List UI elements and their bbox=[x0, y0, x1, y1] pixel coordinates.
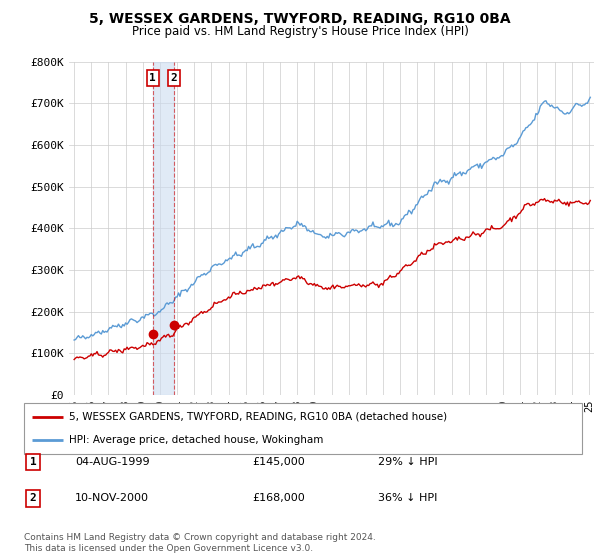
Text: £168,000: £168,000 bbox=[252, 493, 305, 503]
Text: 29% ↓ HPI: 29% ↓ HPI bbox=[378, 457, 437, 467]
Text: HPI: Average price, detached house, Wokingham: HPI: Average price, detached house, Woki… bbox=[68, 435, 323, 445]
Text: 5, WESSEX GARDENS, TWYFORD, READING, RG10 0BA: 5, WESSEX GARDENS, TWYFORD, READING, RG1… bbox=[89, 12, 511, 26]
Text: 5, WESSEX GARDENS, TWYFORD, READING, RG10 0BA (detached house): 5, WESSEX GARDENS, TWYFORD, READING, RG1… bbox=[68, 412, 447, 422]
Text: 36% ↓ HPI: 36% ↓ HPI bbox=[378, 493, 437, 503]
Text: 1: 1 bbox=[149, 73, 156, 83]
Text: 04-AUG-1999: 04-AUG-1999 bbox=[75, 457, 149, 467]
Text: Contains HM Land Registry data © Crown copyright and database right 2024.
This d: Contains HM Land Registry data © Crown c… bbox=[24, 533, 376, 553]
Text: £145,000: £145,000 bbox=[252, 457, 305, 467]
Text: 2: 2 bbox=[171, 73, 178, 83]
Bar bbox=[153, 62, 174, 395]
Text: Price paid vs. HM Land Registry's House Price Index (HPI): Price paid vs. HM Land Registry's House … bbox=[131, 25, 469, 38]
Text: 10-NOV-2000: 10-NOV-2000 bbox=[75, 493, 149, 503]
Text: 2: 2 bbox=[29, 493, 37, 503]
Text: 1: 1 bbox=[29, 457, 37, 467]
